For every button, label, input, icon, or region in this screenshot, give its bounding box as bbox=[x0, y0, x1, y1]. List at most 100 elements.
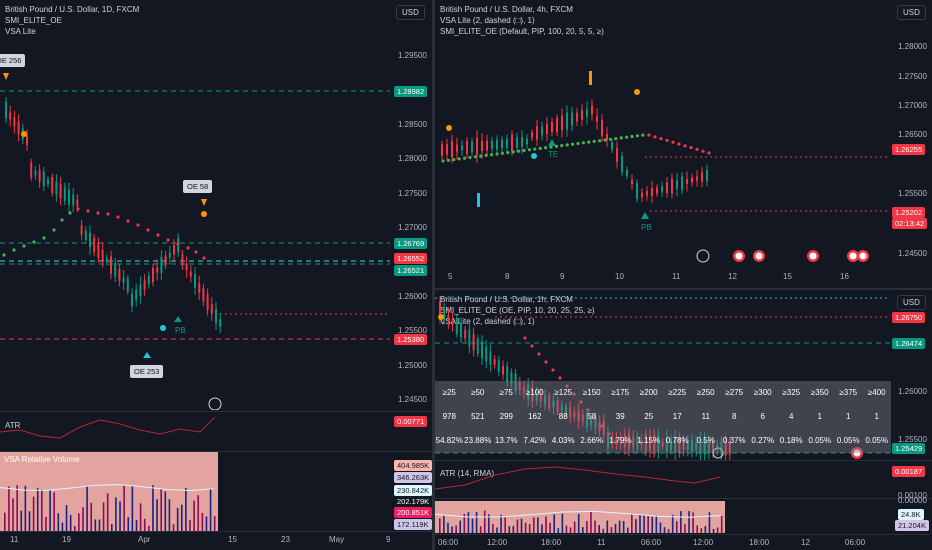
table-cell: 58 bbox=[587, 412, 597, 421]
volume-bar bbox=[49, 490, 51, 531]
volume-bar bbox=[590, 510, 592, 533]
candle-body bbox=[586, 109, 588, 117]
volume-bar bbox=[463, 513, 466, 533]
chart-pane-4h[interactable]: British Pound / U.S. Dollar, 4h, FXCM VS… bbox=[435, 0, 932, 288]
volume-bar bbox=[500, 514, 502, 533]
indicator-label-vsa[interactable]: VSA Lite (2, dashed (□), 1) bbox=[440, 317, 535, 326]
atr-pane[interactable]: ATR (14, RMA) 0.00187 0.00100 bbox=[435, 460, 932, 500]
volume-bar bbox=[20, 510, 23, 531]
candle-body bbox=[695, 442, 698, 450]
candle-body bbox=[476, 137, 478, 156]
symbol-title[interactable]: British Pound / U.S. Dollar, 1h, FXCM bbox=[440, 295, 573, 304]
price-tag: 1.25429 bbox=[892, 443, 926, 454]
chart-pane-1h[interactable]: British Pound / U.S. Dollar, 1h, FXCM SM… bbox=[435, 290, 932, 550]
trail-dot bbox=[653, 135, 657, 139]
volume-bar bbox=[504, 517, 506, 533]
volume-bar bbox=[549, 522, 551, 533]
symbol-title[interactable]: British Pound / U.S. Dollar, 4h, FXCM bbox=[440, 5, 573, 14]
candle-body bbox=[631, 179, 633, 185]
indicator-label-smi[interactable]: SMI_ELITE_OE (Default, PIP, 100, 20, 5, … bbox=[440, 27, 604, 36]
volume-bar bbox=[496, 527, 498, 533]
volume-bar bbox=[561, 513, 564, 533]
trail-dot bbox=[446, 158, 450, 162]
annotation-pb: PB bbox=[641, 223, 652, 232]
indicator-label-vsa[interactable]: VSA Lite bbox=[5, 27, 36, 36]
currency-button[interactable]: USD bbox=[897, 5, 926, 20]
horizontal-divider[interactable] bbox=[435, 288, 932, 290]
time-tick: 8 bbox=[505, 272, 510, 281]
volume-bar bbox=[98, 519, 101, 531]
volume-bar bbox=[545, 516, 547, 533]
time-axis[interactable]: 11 19 Apr 15 23 May 9 bbox=[0, 531, 432, 550]
candle-body bbox=[30, 162, 33, 178]
table-cell: ≥25 bbox=[442, 388, 456, 397]
volume-bar bbox=[168, 499, 171, 531]
volume-bar bbox=[688, 511, 690, 533]
table-cell: 7.42% bbox=[523, 436, 547, 445]
candle-body bbox=[591, 105, 593, 115]
candle-body bbox=[489, 351, 492, 365]
symbol-title[interactable]: British Pound / U.S. Dollar, 1D, FXCM bbox=[5, 5, 140, 14]
candle-body bbox=[556, 117, 558, 133]
trail-dot bbox=[441, 159, 445, 163]
candle-body bbox=[666, 182, 668, 193]
price-axis[interactable]: 1.29500 1.28500 1.28000 1.27500 1.27000 … bbox=[390, 0, 432, 410]
indicator-label-smi[interactable]: SMI_ELITE_OE (OE, PIP, 10, 20, 25, 25, ≥… bbox=[440, 306, 595, 315]
volume-bar bbox=[655, 515, 658, 533]
vsa-volume-pane[interactable]: VSA Relative Volume 404.985K 346.263K 23… bbox=[0, 451, 432, 532]
volume-bar bbox=[152, 485, 154, 531]
candle-body bbox=[110, 256, 112, 274]
volume-tag: 24.8K bbox=[898, 509, 924, 520]
table-cell: 1.15% bbox=[637, 436, 661, 445]
table-cell: ≥75 bbox=[499, 388, 513, 397]
volume-bar bbox=[189, 519, 191, 531]
time-axis[interactable]: 5 8 9 10 11 12 15 16 bbox=[435, 270, 932, 288]
time-tick: 18:00 bbox=[749, 538, 770, 547]
chart-title-block: British Pound / U.S. Dollar, 4h, FXCM VS… bbox=[440, 4, 604, 37]
indicator-label-vsa[interactable]: VSA Lite (2, dashed (□), 1) bbox=[440, 16, 535, 25]
candle-body bbox=[451, 319, 454, 325]
price-tag: 1.26552 bbox=[394, 253, 428, 264]
table-cell: 521 bbox=[471, 412, 485, 421]
candle-body bbox=[706, 169, 708, 182]
volume-bar bbox=[708, 512, 711, 533]
trail-dot bbox=[551, 368, 555, 372]
indicator-label-smi[interactable]: SMI_ELITE_OE bbox=[5, 16, 62, 25]
volume-tag: 202.179K bbox=[394, 496, 432, 507]
table-cell: ≥350 bbox=[810, 388, 829, 397]
volume-tag: 404.985K bbox=[394, 460, 432, 471]
volume-bar bbox=[716, 527, 719, 533]
oe-stats-table: ≥25 ≥50 ≥75 ≥100 ≥125 ≥150 ≥175 ≥200 ≥225 ≥250 ≥27… bbox=[435, 381, 891, 453]
atr-pane[interactable]: ATR 0.00771 bbox=[0, 411, 432, 452]
currency-button[interactable]: USD bbox=[897, 295, 926, 310]
price-axis[interactable]: 1.26000 1.25500 1.26750 1.26474 1.25429 bbox=[890, 290, 932, 460]
trail-dot bbox=[106, 212, 110, 216]
table-cell: 2.66% bbox=[580, 436, 604, 445]
candle-body bbox=[84, 230, 87, 240]
vertical-divider[interactable] bbox=[432, 0, 435, 550]
candle-body bbox=[42, 171, 45, 187]
trail-dot bbox=[32, 240, 36, 244]
trail-dot bbox=[598, 139, 602, 143]
volume-bar bbox=[115, 497, 117, 531]
price-tag: 1.25380 bbox=[394, 334, 428, 345]
candle-body bbox=[551, 121, 553, 133]
volume-bar bbox=[651, 516, 654, 533]
currency-button[interactable]: USD bbox=[396, 5, 425, 20]
table-cell: 0.78% bbox=[665, 436, 689, 445]
chart-pane-daily[interactable]: British Pound / U.S. Dollar, 1D, FXCM SM… bbox=[0, 0, 432, 550]
volume-bar bbox=[512, 525, 515, 533]
candle-body bbox=[80, 225, 83, 235]
time-tick: 16 bbox=[840, 272, 849, 281]
time-tick: 06:00 bbox=[641, 538, 662, 547]
volume-bar bbox=[557, 528, 560, 533]
price-axis[interactable]: 1.28000 1.27500 1.27000 1.26500 1.25500 … bbox=[890, 0, 932, 270]
vsa-volume-pane[interactable]: 0.00000 24.8K 21.204K bbox=[435, 496, 932, 535]
candle-body bbox=[514, 373, 517, 391]
time-axis[interactable]: 06:00 12:00 18:00 11 06:00 12:00 18:00 1… bbox=[435, 534, 932, 550]
time-tick: 9 bbox=[560, 272, 565, 281]
volume-bar bbox=[516, 519, 519, 533]
volume-bar bbox=[631, 514, 633, 533]
candle-body bbox=[506, 139, 508, 148]
volume-bar bbox=[671, 514, 674, 533]
